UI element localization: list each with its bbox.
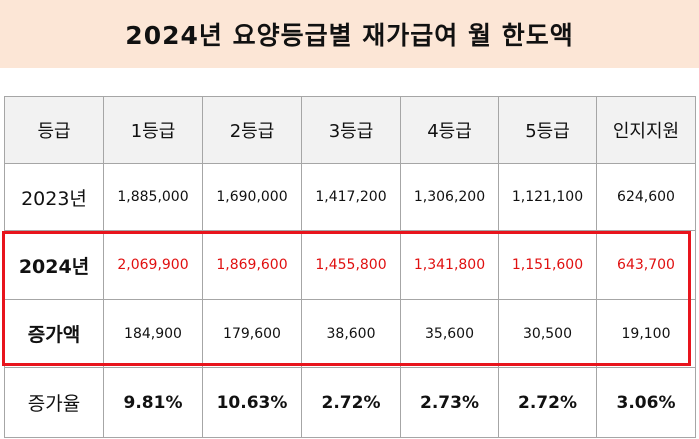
header-grade: 등급 xyxy=(4,96,104,164)
table-cell: 1,690,000 xyxy=(202,163,302,231)
header-row: 등급 1등급 2등급 3등급 4등급 5등급 인지지원 xyxy=(4,96,696,164)
table-row-rate: 증가율 9.81% 10.63% 2.72% 2.73% 2.72% 3.06% xyxy=(4,367,696,438)
header-cognitive-support: 인지지원 xyxy=(596,96,696,164)
title-banner: 2024년 요양등급별 재가급여 월 한도액 xyxy=(0,0,699,68)
table-cell: 2.72% xyxy=(498,367,597,438)
table-row-increase: 증가액 184,900 179,600 38,600 35,600 30,500… xyxy=(4,299,696,368)
table-cell: 30,500 xyxy=(498,299,597,368)
table-cell: 1,341,800 xyxy=(400,230,499,300)
table-row-2024: 2024년 2,069,900 1,869,600 1,455,800 1,34… xyxy=(4,230,696,300)
header-grade-3: 3등급 xyxy=(301,96,401,164)
row-label-increase: 증가액 xyxy=(4,299,104,368)
table-cell: 9.81% xyxy=(103,367,203,438)
table-cell: 2.73% xyxy=(400,367,499,438)
table-cell: 38,600 xyxy=(301,299,401,368)
table-cell: 35,600 xyxy=(400,299,499,368)
row-label-rate: 증가율 xyxy=(4,367,104,438)
header-grade-1: 1등급 xyxy=(103,96,203,164)
table-row-2023: 2023년 1,885,000 1,690,000 1,417,200 1,30… xyxy=(4,163,696,231)
table-cell: 19,100 xyxy=(596,299,696,368)
table-cell: 184,900 xyxy=(103,299,203,368)
header-grade-5: 5등급 xyxy=(498,96,597,164)
row-label-2023: 2023년 xyxy=(4,163,104,231)
table-cell: 179,600 xyxy=(202,299,302,368)
table-cell: 1,121,100 xyxy=(498,163,597,231)
header-grade-2: 2등급 xyxy=(202,96,302,164)
page-title: 2024년 요양등급별 재가급여 월 한도액 xyxy=(125,21,574,50)
table-cell: 3.06% xyxy=(596,367,696,438)
table-cell: 1,151,600 xyxy=(498,230,597,300)
table-cell: 1,455,800 xyxy=(301,230,401,300)
table-cell: 2,069,900 xyxy=(103,230,203,300)
table-cell: 10.63% xyxy=(202,367,302,438)
table-cell: 1,417,200 xyxy=(301,163,401,231)
table-cell: 2.72% xyxy=(301,367,401,438)
table-cell: 1,869,600 xyxy=(202,230,302,300)
header-grade-4: 4등급 xyxy=(400,96,499,164)
table-cell: 624,600 xyxy=(596,163,696,231)
table-cell: 1,885,000 xyxy=(103,163,203,231)
table-cell: 643,700 xyxy=(596,230,696,300)
monthly-limit-table: 등급 1등급 2등급 3등급 4등급 5등급 인지지원 2023년 1,885,… xyxy=(4,96,696,438)
table-cell: 1,306,200 xyxy=(400,163,499,231)
row-label-2024: 2024년 xyxy=(4,230,104,300)
